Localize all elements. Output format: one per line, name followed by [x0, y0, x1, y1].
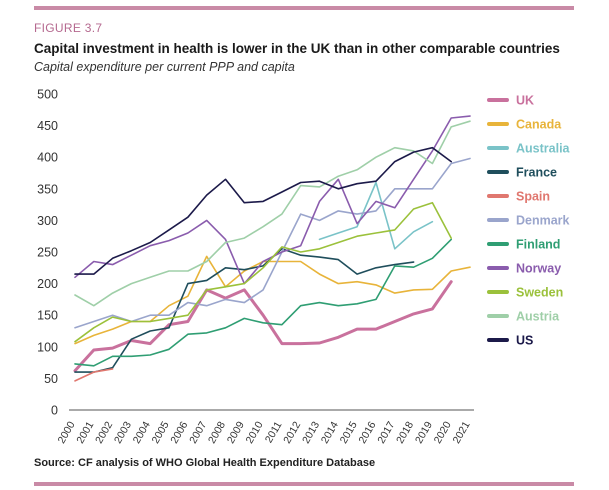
x-tick-label: 2000: [56, 419, 78, 445]
x-tick-label: 2003: [112, 419, 134, 445]
x-tick-label: 2019: [413, 419, 435, 445]
x-tick-label: 2017: [375, 419, 397, 445]
series-line-uk: [73, 280, 453, 373]
x-tick-label: 2004: [131, 419, 153, 445]
y-tick-label: 450: [37, 119, 58, 133]
legend-label-sweden: Sweden: [516, 286, 563, 300]
y-tick-label: 50: [44, 372, 58, 386]
top-rule: [34, 6, 574, 10]
x-tick-label: 2014: [319, 419, 341, 445]
x-tick-label: 2015: [338, 419, 360, 445]
y-tick-label: 350: [37, 182, 58, 196]
legend-label-denmark: Denmark: [516, 214, 570, 228]
x-tick-label: 2016: [356, 419, 378, 445]
x-tick-label: 2020: [432, 419, 454, 445]
series-line-austria: [74, 120, 471, 307]
x-tick-label: 2021: [451, 419, 473, 445]
legend: UK Canada Australia France Spain Denmark Finla…: [487, 94, 571, 348]
y-tick-label: 0: [51, 404, 58, 418]
y-tick-label: 200: [37, 277, 58, 291]
x-tick-label: 2005: [150, 419, 172, 445]
x-tick-label: 2010: [244, 419, 266, 445]
x-tick-label: 2001: [74, 419, 96, 445]
legend-label-norway: Norway: [516, 262, 561, 276]
series-line-us: [74, 146, 452, 275]
x-tick-label: 2007: [187, 419, 209, 445]
y-tick-label: 100: [37, 340, 58, 354]
series-line-denmark: [74, 157, 471, 329]
chart-subtitle: Capital expenditure per current PPP and …: [34, 60, 295, 74]
series-line-australia: [318, 181, 434, 250]
y-tick-label: 250: [37, 246, 58, 260]
x-tick-label: 2018: [394, 419, 416, 445]
y-axis-tick-labels: 0 50 100 150 200 250 300 350 400 450 500: [37, 88, 58, 418]
x-tick-label: 2008: [206, 419, 228, 445]
y-tick-label: 150: [37, 309, 58, 323]
legend-label-finland: Finland: [516, 238, 560, 252]
legend-label-australia: Australia: [516, 142, 571, 156]
series-line-france: [74, 248, 415, 373]
x-tick-label: 2011: [263, 419, 285, 445]
x-tick-label: 2002: [93, 419, 115, 445]
series-line-spain: [74, 368, 114, 382]
chart-title: Capital investment in health is lower in…: [34, 41, 560, 56]
x-tick-label: 2013: [300, 419, 322, 445]
legend-label-france: France: [516, 166, 557, 180]
y-tick-label: 500: [37, 88, 58, 102]
legend-label-us: US: [516, 334, 533, 348]
series-lines: [73, 115, 471, 382]
x-axis-tick-labels: 2000200120022003200420052006200720082009…: [56, 419, 473, 445]
x-tick-label: 2009: [225, 419, 247, 445]
bottom-rule: [34, 482, 574, 486]
figure-label: FIGURE 3.7: [34, 21, 103, 35]
legend-label-austria: Austria: [516, 310, 560, 324]
legend-label-uk: UK: [516, 94, 534, 108]
x-tick-label: 2006: [168, 419, 190, 445]
series-line-finland: [74, 238, 452, 367]
legend-label-canada: Canada: [516, 118, 562, 132]
x-tick-label: 2012: [281, 419, 303, 445]
y-tick-label: 400: [37, 151, 58, 165]
y-tick-label: 300: [37, 214, 58, 228]
series-line-sweden: [74, 201, 452, 343]
legend-label-spain: Spain: [516, 190, 550, 204]
source-note: Source: CF analysis of WHO Global Health…: [34, 457, 376, 469]
